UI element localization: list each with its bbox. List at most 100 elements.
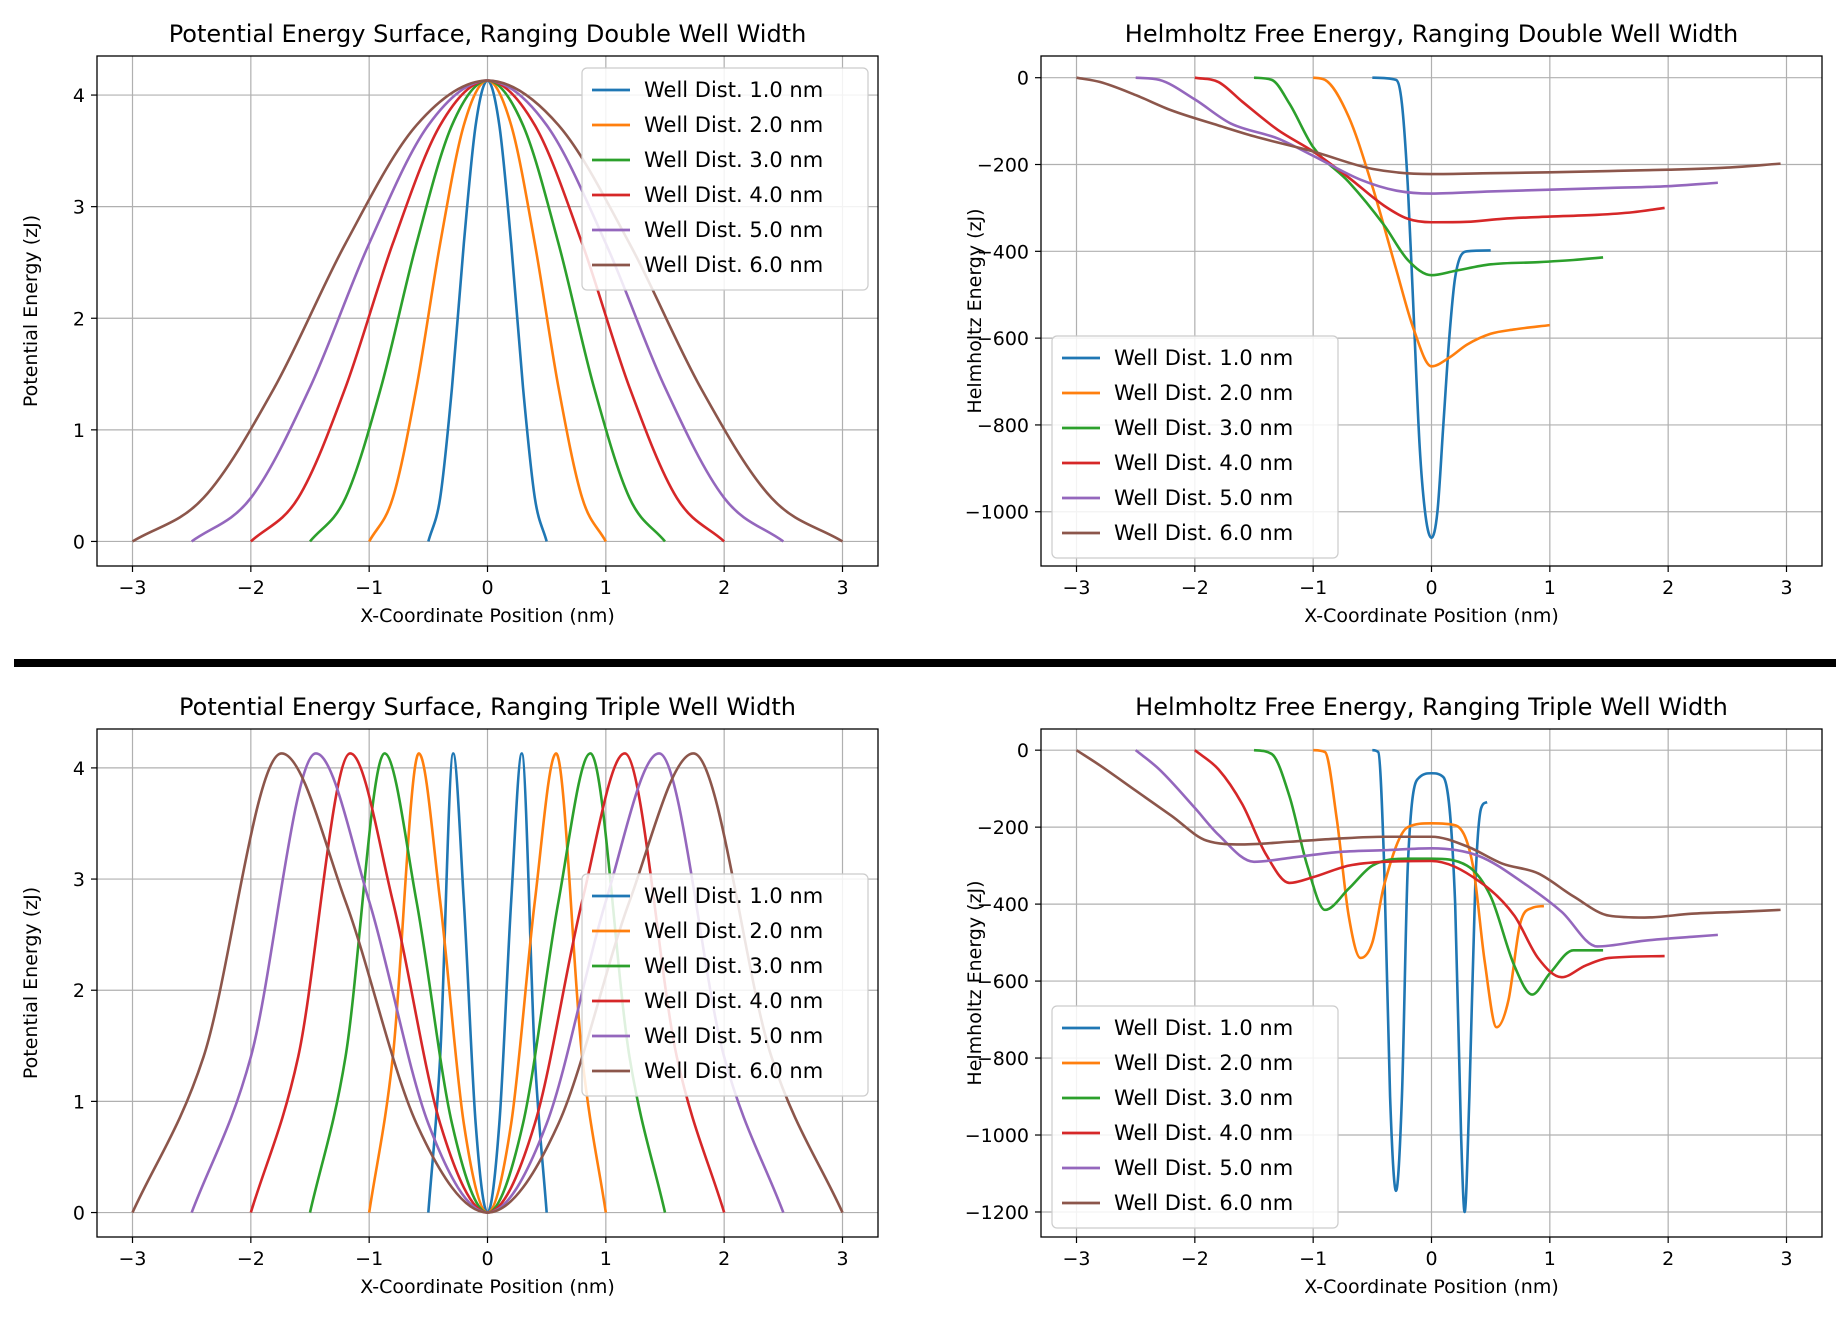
y-tick-label: 0	[1017, 68, 1029, 90]
legend: Well Dist. 1.0 nm Well Dist. 2.0 nm Well D…	[1051, 1005, 1339, 1229]
series-line-3	[1253, 748, 1604, 996]
series-line-6	[1076, 76, 1781, 176]
chart-2: Helmholtz Free Energy, Ranging Double We…	[964, 20, 1823, 627]
series-line-4	[1194, 76, 1665, 224]
y-tick-label: −200	[977, 155, 1029, 177]
x-axis-label: X-Coordinate Position (nm)	[1304, 605, 1559, 627]
x-tick-label: 1	[600, 1248, 612, 1270]
legend-entry-6: Well Dist. 6.0 nm	[644, 253, 823, 277]
x-tick-label: −2	[1181, 1248, 1209, 1270]
y-tick-label: −400	[977, 894, 1029, 916]
chart-4: Helmholtz Free Energy, Ranging Triple We…	[964, 693, 1823, 1298]
series-group	[131, 79, 844, 543]
y-tick-label: 2	[73, 980, 85, 1002]
legend-box	[1051, 1005, 1339, 1229]
y-axis-label: Helmholtz Energy (zJ)	[964, 880, 986, 1085]
x-tick-label: −1	[1299, 577, 1327, 599]
legend-entry-1: Well Dist. 1.0 nm	[1114, 1016, 1293, 1040]
x-tick-label: 3	[1780, 1248, 1792, 1270]
series-line-1	[1372, 748, 1488, 1214]
legend-entry-5: Well Dist. 5.0 nm	[644, 1024, 823, 1048]
x-axis-label: X-Coordinate Position (nm)	[360, 1276, 615, 1298]
legend-entry-4: Well Dist. 4.0 nm	[1114, 451, 1293, 475]
legend-box	[581, 873, 869, 1097]
x-tick-label: −2	[1181, 577, 1209, 599]
series-line-5	[1134, 749, 1718, 948]
x-tick-label: 2	[1662, 577, 1674, 599]
legend-entry-5: Well Dist. 5.0 nm	[1114, 1156, 1293, 1180]
legend-entry-2: Well Dist. 2.0 nm	[644, 113, 823, 137]
legend-entry-2: Well Dist. 2.0 nm	[644, 919, 823, 943]
y-tick-label: −200	[977, 817, 1029, 839]
legend: Well Dist. 1.0 nm Well Dist. 2.0 nm Well D…	[581, 67, 869, 291]
y-tick-label: −400	[977, 241, 1029, 263]
series-line-6	[131, 79, 844, 543]
y-tick-label: −1200	[965, 1202, 1029, 1224]
x-tick-label: −3	[1062, 1248, 1090, 1270]
legend-entry-4: Well Dist. 4.0 nm	[644, 183, 823, 207]
series-line-2	[1313, 748, 1545, 1029]
legend-entry-3: Well Dist. 3.0 nm	[644, 954, 823, 978]
y-tick-label: 1	[73, 420, 85, 442]
y-tick-label: −800	[977, 1048, 1029, 1070]
x-tick-label: 0	[481, 1248, 493, 1270]
legend: Well Dist. 1.0 nm Well Dist. 2.0 nm Well D…	[1051, 335, 1339, 559]
legend-entry-4: Well Dist. 4.0 nm	[1114, 1121, 1293, 1145]
legend-entry-2: Well Dist. 2.0 nm	[1114, 1051, 1293, 1075]
legend: Well Dist. 1.0 nm Well Dist. 2.0 nm Well D…	[581, 873, 869, 1097]
series-line-4	[1194, 749, 1665, 979]
y-tick-label: −1000	[965, 1125, 1029, 1147]
y-tick-label: 0	[1017, 740, 1029, 762]
y-tick-label: 0	[73, 531, 85, 553]
legend-box	[581, 67, 869, 291]
series-line-3	[1253, 76, 1604, 277]
legend-entry-3: Well Dist. 3.0 nm	[1114, 416, 1293, 440]
series-group	[1076, 76, 1781, 540]
x-tick-label: −3	[1062, 577, 1090, 599]
chart-title: Potential Energy Surface, Ranging Double…	[169, 20, 807, 48]
x-tick-label: 3	[1780, 577, 1792, 599]
x-tick-label: 1	[600, 577, 612, 599]
x-tick-label: −1	[355, 577, 383, 599]
legend-entry-4: Well Dist. 4.0 nm	[644, 989, 823, 1013]
x-tick-label: 3	[836, 1248, 848, 1270]
section-divider	[14, 659, 1836, 667]
y-tick-label: −600	[977, 971, 1029, 993]
chart-1: Potential Energy Surface, Ranging Double…	[20, 20, 879, 627]
x-axis-label: X-Coordinate Position (nm)	[360, 605, 615, 627]
x-tick-label: −2	[237, 577, 265, 599]
y-tick-label: 0	[73, 1203, 85, 1225]
series-group	[131, 752, 844, 1214]
y-axis-label: Helmholtz Energy (zJ)	[964, 208, 986, 413]
x-tick-label: −1	[355, 1248, 383, 1270]
legend-box	[1051, 335, 1339, 559]
y-axis-label: Potential Energy (zJ)	[20, 887, 42, 1079]
legend-entry-6: Well Dist. 6.0 nm	[1114, 521, 1293, 545]
legend-entry-3: Well Dist. 3.0 nm	[1114, 1086, 1293, 1110]
legend-entry-6: Well Dist. 6.0 nm	[644, 1059, 823, 1083]
x-tick-label: 1	[1544, 577, 1556, 599]
legend-entry-3: Well Dist. 3.0 nm	[644, 148, 823, 172]
x-tick-label: −3	[118, 1248, 146, 1270]
y-tick-label: 4	[73, 85, 85, 107]
legend-entry-5: Well Dist. 5.0 nm	[1114, 486, 1293, 510]
y-tick-label: 1	[73, 1091, 85, 1113]
chart-title: Helmholtz Free Energy, Ranging Triple We…	[1135, 693, 1728, 721]
series-line-1	[1372, 76, 1491, 540]
x-tick-label: 0	[1425, 577, 1437, 599]
legend-entry-2: Well Dist. 2.0 nm	[1114, 381, 1293, 405]
y-tick-label: −800	[977, 415, 1029, 437]
y-tick-label: 4	[73, 758, 85, 780]
y-tick-label: −1000	[965, 502, 1029, 524]
legend-entry-5: Well Dist. 5.0 nm	[644, 218, 823, 242]
chart-3: Potential Energy Surface, Ranging Triple…	[20, 693, 879, 1298]
x-tick-label: 3	[836, 577, 848, 599]
y-axis-label: Potential Energy (zJ)	[20, 215, 42, 407]
x-tick-label: 1	[1544, 1248, 1556, 1270]
series-group	[1075, 748, 1781, 1214]
series-line-6	[1075, 749, 1781, 919]
y-tick-label: −600	[977, 328, 1029, 350]
x-axis-label: X-Coordinate Position (nm)	[1304, 1276, 1559, 1298]
x-tick-label: −1	[1299, 1248, 1327, 1270]
